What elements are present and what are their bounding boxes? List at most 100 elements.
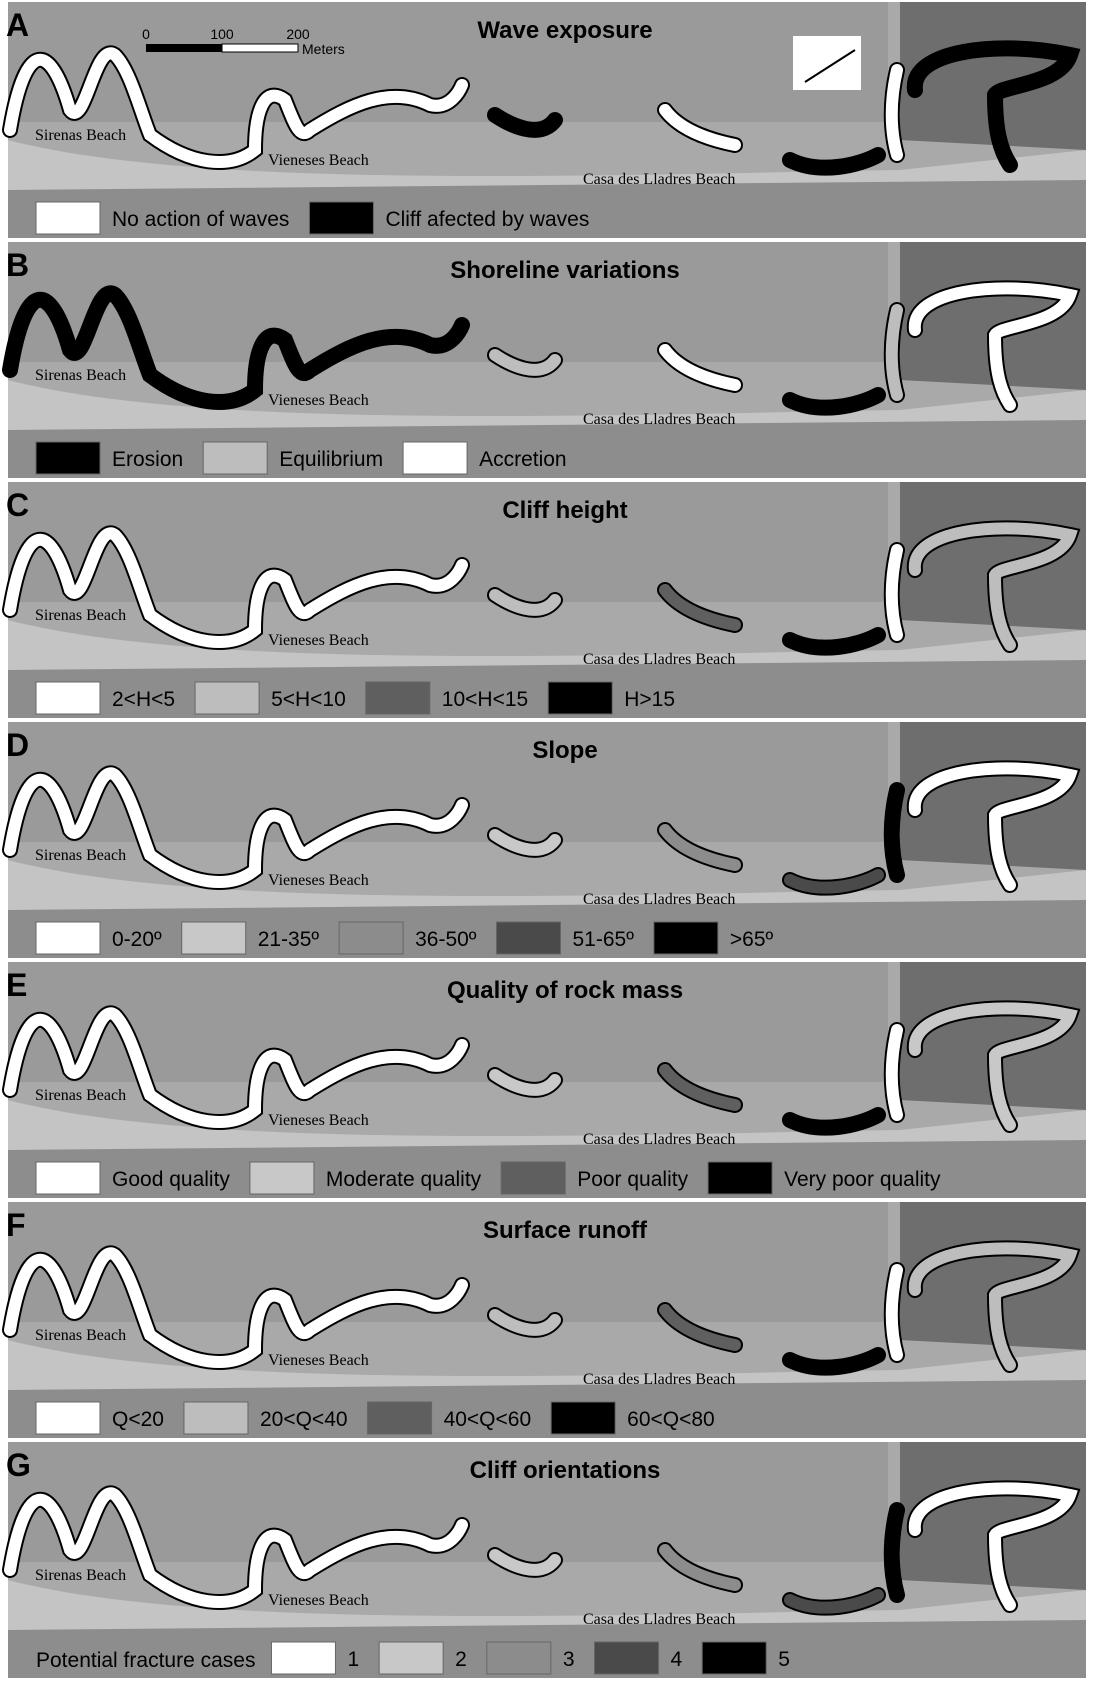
place-label: Sirenas Beach (35, 1327, 126, 1344)
panel: F Surface runoff Sirenas Beach Vieneses Bea… (6, 1202, 1086, 1438)
place-label: Vieneses Beach (268, 1592, 369, 1609)
place-label: Casa des Lladres Beach (583, 891, 735, 908)
panel-letter: D (6, 727, 29, 763)
legend-label: 40<Q<60 (444, 1408, 532, 1431)
cliff (892, 310, 897, 395)
legend-label: Moderate quality (326, 1168, 482, 1191)
scale-tick: 100 (210, 26, 234, 42)
panel-letter: E (6, 967, 27, 1003)
legend-label: Cliff afected by waves (385, 208, 589, 231)
panel: D Slope Sirenas Beach Vieneses Beach Casa de… (6, 722, 1086, 958)
legend-swatch (36, 442, 100, 474)
cliff (892, 1030, 897, 1115)
panel-letter: C (6, 487, 29, 523)
panel-letter: F (6, 1207, 26, 1243)
legend-label: 0-20º (112, 928, 162, 951)
legend-label: 20<Q<40 (260, 1408, 348, 1431)
scale-tick: 0 (142, 26, 150, 42)
legend-swatch (203, 442, 267, 474)
legend-label: 36-50º (415, 928, 477, 951)
legend-label: Q<20 (112, 1408, 164, 1431)
place-label: Vieneses Beach (268, 1112, 369, 1129)
cliff (892, 70, 897, 155)
place-label: Casa des Lladres Beach (583, 1371, 735, 1388)
legend-swatch (182, 922, 246, 954)
panel: B Shoreline variations Sirenas Beach Vienes… (6, 242, 1086, 478)
legend-label: 5 (778, 1648, 790, 1671)
place-label: Vieneses Beach (268, 1352, 369, 1369)
panel: CCliff heightSirenas BeachVieneses Beach… (6, 482, 1086, 718)
legend-swatch (250, 1162, 314, 1194)
legend-label: 3 (563, 1648, 575, 1671)
legend-swatch (339, 922, 403, 954)
figure: A Wave exposure Sirenas Beach Vieneses Beac… (0, 0, 1094, 1682)
legend-swatch (366, 682, 430, 714)
panel-letter: B (6, 247, 29, 283)
legend-swatch (36, 682, 100, 714)
panel-title: Surface runoff (483, 1217, 648, 1244)
legend-label: 1 (347, 1648, 359, 1671)
cliff (892, 1270, 897, 1355)
cliff (892, 790, 897, 875)
legend-label: Erosion (112, 448, 183, 471)
scale-tick: 200 (286, 26, 310, 42)
sea (8, 1380, 1086, 1438)
legend-label: 60<Q<80 (627, 1408, 715, 1431)
place-label: Sirenas Beach (35, 367, 126, 384)
place-label: Vieneses Beach (268, 632, 369, 649)
legend-label: Very poor quality (784, 1168, 941, 1191)
legend-label: Accretion (479, 448, 567, 471)
panel-letter: A (6, 7, 29, 43)
cliff (892, 550, 897, 635)
panel: A Wave exposure Sirenas Beach Vieneses Beac… (6, 2, 1086, 238)
legend-swatch (368, 1402, 432, 1434)
legend-swatch (271, 1642, 335, 1674)
place-label: Casa des Lladres Beach (583, 171, 735, 188)
legend-label: H>15 (624, 688, 675, 711)
scale-bar-black (146, 44, 222, 52)
legend-label: 5<H<10 (271, 688, 346, 711)
panel-title: Slope (532, 737, 597, 764)
place-label: Vieneses Beach (268, 152, 369, 169)
cliff (892, 1510, 897, 1595)
panel-title: Shoreline variations (450, 257, 679, 284)
panel-letter: G (6, 1447, 31, 1483)
legend-swatch (702, 1642, 766, 1674)
place-label: Sirenas Beach (35, 127, 126, 144)
legend-label: 10<H<15 (442, 688, 528, 711)
legend-label: Potential fracture cases (36, 1649, 255, 1672)
legend-swatch (309, 202, 373, 234)
legend-label: Good quality (112, 1168, 230, 1191)
place-label: Casa des Lladres Beach (583, 411, 735, 428)
legend-swatch (36, 1402, 100, 1434)
legend-label: 2<H<5 (112, 688, 175, 711)
legend-swatch (551, 1402, 615, 1434)
place-label: Vieneses Beach (268, 392, 369, 409)
legend-label: Equilibrium (279, 448, 383, 471)
legend-label: 21-35º (258, 928, 320, 951)
legend-swatch (496, 922, 560, 954)
legend-label: >65º (730, 928, 774, 951)
panel: GCliff orientationsSirenas BeachVieneses… (6, 1442, 1086, 1678)
place-label: Vieneses Beach (268, 872, 369, 889)
scale-bar-white (222, 44, 298, 52)
legend-swatch (548, 682, 612, 714)
legend-swatch (379, 1642, 443, 1674)
legend-swatch (36, 202, 100, 234)
legend-swatch (184, 1402, 248, 1434)
legend-swatch (36, 1162, 100, 1194)
legend-swatch (36, 922, 100, 954)
legend-label: 4 (671, 1648, 683, 1671)
place-label: Casa des Lladres Beach (583, 1611, 735, 1628)
legend-swatch (195, 682, 259, 714)
legend-label: 51-65º (572, 928, 634, 951)
place-label: Sirenas Beach (35, 1087, 126, 1104)
panel-title: Wave exposure (477, 17, 652, 44)
north-box (793, 36, 861, 90)
place-label: Casa des Lladres Beach (583, 1131, 735, 1148)
scale-unit: Meters (302, 41, 345, 57)
place-label: Sirenas Beach (35, 1567, 126, 1584)
place-label: Sirenas Beach (35, 847, 126, 864)
legend-swatch (487, 1642, 551, 1674)
